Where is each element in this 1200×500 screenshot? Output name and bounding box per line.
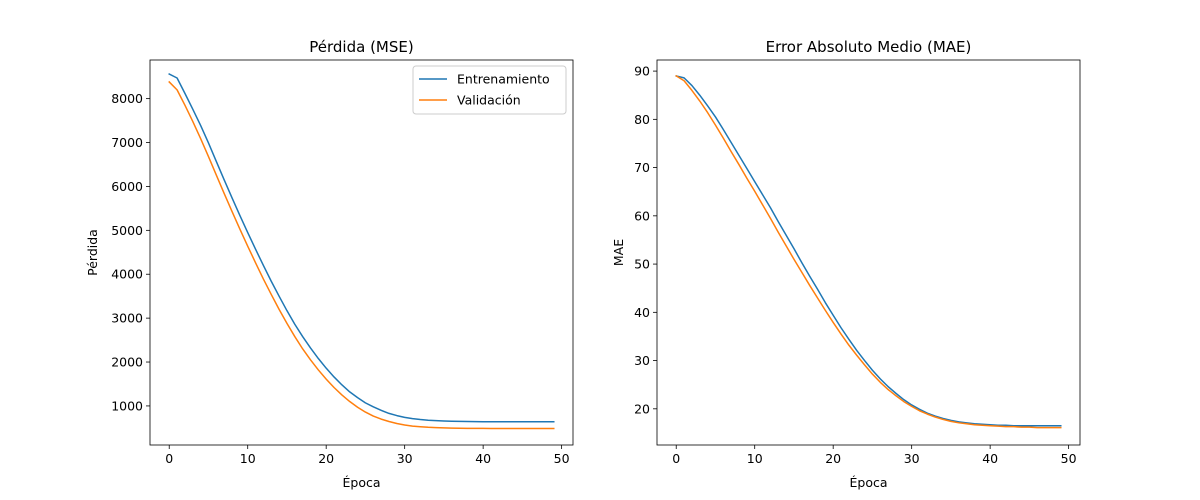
y-tick-label: 2000 [111, 355, 143, 370]
x-tick-label: 50 [1061, 451, 1077, 466]
x-tick-label: 40 [982, 451, 998, 466]
legend-box [412, 65, 567, 115]
y-axis-label: Pérdida [85, 229, 100, 276]
x-tick-label: 30 [904, 451, 920, 466]
x-axis-label: Época [849, 475, 887, 490]
y-tick-label: 4000 [111, 267, 143, 282]
axes-frame [656, 59, 1081, 446]
y-tick-label: 80 [634, 112, 650, 127]
x-tick-label: 40 [475, 451, 491, 466]
y-tick-label: 7000 [111, 135, 143, 150]
y-tick-label: 30 [634, 353, 650, 368]
series-line-2-1 [675, 75, 1062, 427]
series-line-1-1 [168, 73, 555, 423]
x-tick-label: 20 [825, 451, 841, 466]
chart-title: Pérdida (MSE) [309, 38, 413, 56]
legend-label-2: Validación [457, 93, 521, 108]
x-tick-label: 30 [397, 451, 413, 466]
y-tick-label: 5000 [111, 223, 143, 238]
series-line-1-2 [168, 80, 555, 430]
x-tick-label: 50 [554, 451, 570, 466]
y-tick-label: 6000 [111, 179, 143, 194]
y-tick-label: 40 [634, 305, 650, 320]
x-tick-label: 10 [240, 451, 256, 466]
x-axis-label: Época [342, 475, 380, 490]
x-tick-label: 20 [318, 451, 334, 466]
y-tick-label: 3000 [111, 311, 143, 326]
y-tick-label: 20 [634, 401, 650, 416]
y-tick-label: 60 [634, 208, 650, 223]
y-tick-label: 8000 [111, 91, 143, 106]
y-tick-label: 70 [634, 160, 650, 175]
chart-title: Error Absoluto Medio (MAE) [766, 38, 972, 56]
legend-label-1: Entrenamiento [457, 72, 550, 87]
y-tick-label: 50 [634, 257, 650, 272]
x-tick-label: 10 [747, 451, 763, 466]
axes-frame [149, 59, 574, 446]
legend: Entrenamiento Validación [412, 65, 567, 115]
x-tick-label: 0 [672, 451, 680, 466]
series-line-2-2 [675, 74, 1062, 429]
y-tick-label: 1000 [111, 398, 143, 413]
chart-2: 0 10 20 30 40 50 20 30 40 50 60 70 80 90 Error Absolut… [611, 38, 1081, 490]
x-tick-label: 0 [165, 451, 173, 466]
y-tick-label: 90 [634, 64, 650, 79]
chart-1: 0 10 20 30 40 50 1000 2000 3000 4000 5000 6000 7000 8… [85, 38, 574, 490]
y-axis-label: MAE [611, 239, 626, 266]
